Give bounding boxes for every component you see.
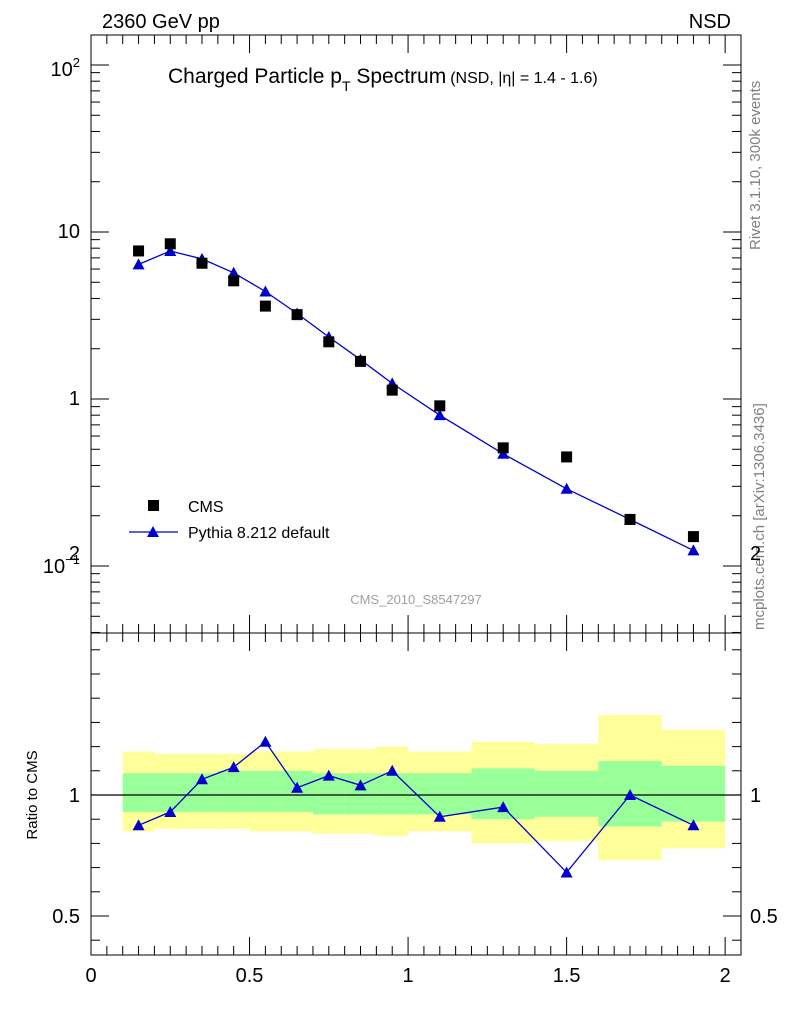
cms-point xyxy=(228,275,240,287)
ratio-pythia-point xyxy=(322,769,335,781)
main-data-layer xyxy=(132,238,700,556)
cms-point xyxy=(624,513,636,525)
cms-point xyxy=(259,300,271,312)
y-tick-label-10: 10 xyxy=(58,221,80,243)
cms-point xyxy=(561,451,573,463)
x-tick-label: 1 xyxy=(403,965,414,987)
legend: CMS Pythia 8.212 default xyxy=(129,499,330,542)
cms-point xyxy=(687,531,699,543)
ratio-data-layer xyxy=(91,715,741,878)
ratio-pythia-point xyxy=(132,819,145,831)
x-tick-label: 1.5 xyxy=(553,965,581,987)
cms-point xyxy=(434,400,446,412)
ratio-pythia-point xyxy=(195,773,208,785)
ratio-band-inner xyxy=(661,765,726,822)
cms-point xyxy=(386,384,398,396)
ratio-pythia-point xyxy=(560,866,573,878)
header-energy-label: 2360 GeV pp xyxy=(102,11,220,33)
analysis-id-label: CMS_2010_S8547297 xyxy=(350,592,482,607)
ratio-band-inner xyxy=(154,773,187,812)
ratio-pythia-curve xyxy=(138,740,694,874)
ratio-y-tick-label-right: 1 xyxy=(750,785,761,807)
ratio-pythia-point xyxy=(497,801,510,813)
pythia-point xyxy=(560,482,573,494)
ratio-pythia-point xyxy=(354,779,367,791)
legend-label-cms: CMS xyxy=(188,499,224,516)
rivet-version-label: Rivet 3.1.10, 300k events xyxy=(747,81,764,250)
cms-point xyxy=(291,309,303,321)
cms-point xyxy=(164,238,176,250)
cms-point xyxy=(133,245,145,257)
ratio-panel-frame xyxy=(90,632,742,956)
legend-marker-pythia xyxy=(147,526,159,537)
ratio-pythia-point xyxy=(433,810,446,822)
ratio-band-inner xyxy=(217,770,250,812)
chart-title: Charged Particle pT Spectrum (NSD, |η| = … xyxy=(168,65,598,94)
main-panel: 102 10 1 10−1 Charged Particle pT Spectr… xyxy=(43,34,742,634)
ratio-pythia-point xyxy=(164,805,177,817)
main-axis-ticks xyxy=(90,35,742,633)
cms-point xyxy=(355,355,367,367)
ratio-pythia-point xyxy=(386,764,399,776)
ratio-band-inner xyxy=(122,773,155,812)
pythia-point xyxy=(687,544,700,556)
ratio-band-inner xyxy=(408,773,472,815)
y-tick-label-0.1: 10−1 xyxy=(43,552,80,578)
ratio-pythia-point xyxy=(624,789,637,800)
ratio-band-inner xyxy=(534,770,599,817)
legend-marker-cms xyxy=(148,500,159,511)
ratio-y-tick-label-left: 0.5 xyxy=(52,906,80,928)
ratio-pythia-point xyxy=(291,781,304,793)
pythia-point xyxy=(164,244,177,256)
ratio-y-tick-label-right: 2 xyxy=(750,543,761,565)
y-tick-label-1: 1 xyxy=(69,388,80,410)
ratio-y-label: Ratio to CMS xyxy=(24,750,41,839)
ratio-y-tick-label-left: 2 xyxy=(69,543,80,565)
pythia-point xyxy=(132,258,145,270)
ratio-axis-ticks xyxy=(90,633,742,955)
ratio-y-tick-label-left: 1 xyxy=(69,785,80,807)
cms-point xyxy=(196,257,208,269)
source-label: mcplots.cern.ch [arXiv:1306.3436] xyxy=(751,403,768,630)
ratio-pythia-point xyxy=(687,819,700,831)
header-process-label: NSD xyxy=(689,11,731,33)
ratio-band-inner xyxy=(249,770,282,812)
legend-label-pythia: Pythia 8.212 default xyxy=(188,525,330,542)
y-tick-label-100: 102 xyxy=(51,55,80,81)
main-panel-frame xyxy=(90,34,742,634)
pythia-point xyxy=(433,409,446,421)
ratio-y-tick-label-right: 0.5 xyxy=(750,906,778,928)
pythia-point xyxy=(227,266,240,278)
ratio-pythia-point xyxy=(227,761,240,773)
x-tick-label: 0 xyxy=(85,965,96,987)
ratio-panel: Ratio to CMS 0.5 0.5 1 1 2 2 0 0.5 1 1.5 2 xyxy=(24,543,778,987)
ratio-pythia-point xyxy=(259,735,272,747)
ratio-tick-labels: 0.5 0.5 1 1 2 2 0 0.5 1 1.5 2 xyxy=(52,543,778,987)
pythia-point xyxy=(259,285,272,297)
cms-point xyxy=(323,336,335,348)
x-tick-label: 0.5 xyxy=(236,965,264,987)
cms-point xyxy=(497,442,509,454)
ratio-band-inner xyxy=(376,773,409,815)
x-tick-label: 2 xyxy=(720,965,731,987)
